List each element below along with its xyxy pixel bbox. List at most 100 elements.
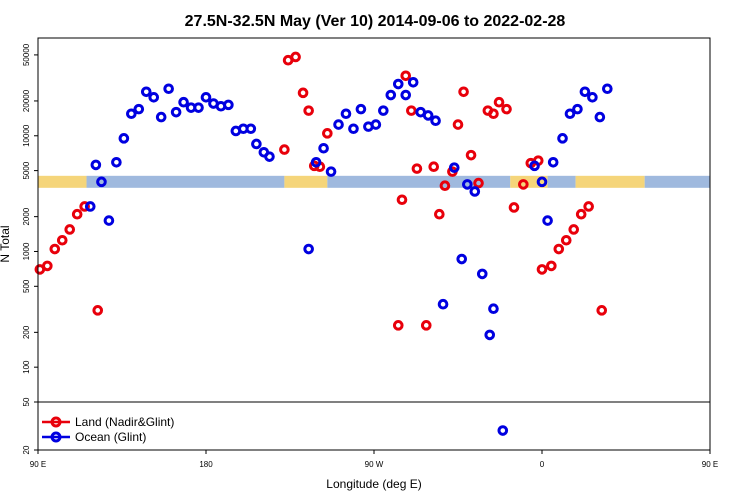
ocean-point	[111, 156, 122, 168]
ocean-point	[392, 78, 404, 90]
x-tick-label: 90 E	[702, 460, 718, 469]
ocean-point	[303, 243, 314, 255]
land-point	[428, 161, 440, 173]
ocean-point	[325, 166, 337, 177]
land-point	[56, 234, 68, 246]
ocean-point	[96, 176, 107, 188]
surface-band-segment	[575, 175, 645, 188]
x-axis-label: Longitude (deg E)	[326, 477, 421, 491]
ocean-point	[448, 162, 460, 173]
ocean-point	[90, 159, 102, 171]
land-point	[64, 224, 76, 235]
ocean-point	[103, 215, 115, 226]
ocean-point	[602, 83, 613, 95]
surface-band-segment	[38, 175, 87, 188]
land-point	[439, 180, 451, 192]
ocean-point	[318, 142, 329, 154]
x-tick-label: 0	[540, 460, 545, 469]
ocean-point	[437, 298, 449, 310]
y-tick-label: 1000	[22, 242, 31, 260]
ocean-point	[370, 119, 382, 130]
land-point	[290, 51, 301, 63]
ocean-point	[378, 105, 389, 116]
ocean-point	[178, 96, 189, 108]
legend-land-label: Land (Nadir&Glint)	[75, 415, 174, 429]
ocean-point	[170, 106, 182, 118]
y-axis-label: N Total	[0, 225, 12, 262]
y-tick-label: 500	[22, 279, 31, 293]
surface-band-segment	[86, 175, 285, 188]
y-tick-label: 200	[22, 325, 31, 339]
ocean-point	[529, 160, 540, 172]
ocean-point	[476, 268, 488, 280]
y-tick-label: 20000	[22, 89, 31, 112]
axis-ticks: 90 E 180 90 W 0 90 E 20 50 100 200 500 1000 2000 500…	[22, 43, 718, 469]
land-point	[411, 163, 423, 174]
land-point	[568, 224, 580, 235]
x-tick-label: 180	[199, 460, 213, 469]
land-point	[465, 149, 477, 161]
land-point	[560, 234, 572, 246]
plot-frame	[37, 37, 711, 451]
x-tick-label: 90 E	[30, 460, 46, 469]
land-point	[508, 202, 520, 213]
land-point	[546, 260, 557, 272]
ocean-point	[310, 156, 322, 168]
ocean-point	[462, 179, 473, 190]
y-tick-label: 5000	[22, 161, 31, 179]
land-point	[297, 87, 309, 99]
land-point	[406, 105, 417, 116]
land-point	[452, 119, 464, 130]
ocean-point	[163, 83, 174, 95]
ocean-point	[348, 123, 359, 135]
ocean-point	[484, 329, 496, 341]
land-point	[518, 179, 529, 190]
land-point	[396, 194, 408, 206]
y-tick-label: 50000	[22, 43, 31, 66]
ocean-point	[579, 86, 591, 98]
ocean-point	[385, 89, 397, 101]
ocean-point	[251, 138, 262, 150]
land-point	[493, 96, 505, 108]
ocean-point	[84, 201, 96, 212]
land-point	[79, 201, 90, 212]
land-point	[583, 201, 594, 212]
ocean-point	[422, 110, 434, 121]
land-point	[596, 305, 608, 316]
ocean-point	[572, 103, 583, 115]
ocean-point	[430, 115, 441, 126]
ocean-point	[542, 215, 553, 226]
ocean-point	[547, 156, 559, 168]
y-tick-label: 20	[22, 445, 31, 454]
ocean-point	[497, 425, 509, 436]
legend-land-marker	[50, 416, 62, 428]
surface-band	[38, 175, 710, 188]
x-tick-label: 90 W	[365, 460, 384, 469]
ocean-point	[155, 111, 167, 123]
land-point	[458, 86, 469, 98]
land-point	[279, 144, 290, 155]
y-tick-label: 10000	[22, 124, 31, 147]
surface-band-segment	[284, 175, 328, 188]
surface-band-segment	[547, 175, 576, 188]
surface-band-segment	[644, 175, 710, 188]
ocean-point	[340, 108, 352, 120]
ocean-point	[469, 186, 481, 197]
land-point	[434, 208, 445, 220]
ocean-point	[536, 176, 548, 188]
ocean-point	[400, 89, 412, 101]
legend-ocean-label: Ocean (Glint)	[75, 430, 146, 444]
ocean-point	[133, 103, 145, 115]
ocean-point	[118, 133, 130, 144]
land-point	[420, 320, 432, 331]
ocean-point	[140, 86, 152, 98]
ocean-point	[148, 92, 160, 103]
land-point	[553, 243, 565, 255]
ocean-point	[456, 253, 468, 265]
land-point	[71, 208, 83, 220]
legend-ocean-marker	[50, 431, 62, 443]
ocean-point	[223, 99, 234, 111]
y-tick-label: 100	[22, 360, 31, 374]
land-point	[303, 105, 314, 116]
